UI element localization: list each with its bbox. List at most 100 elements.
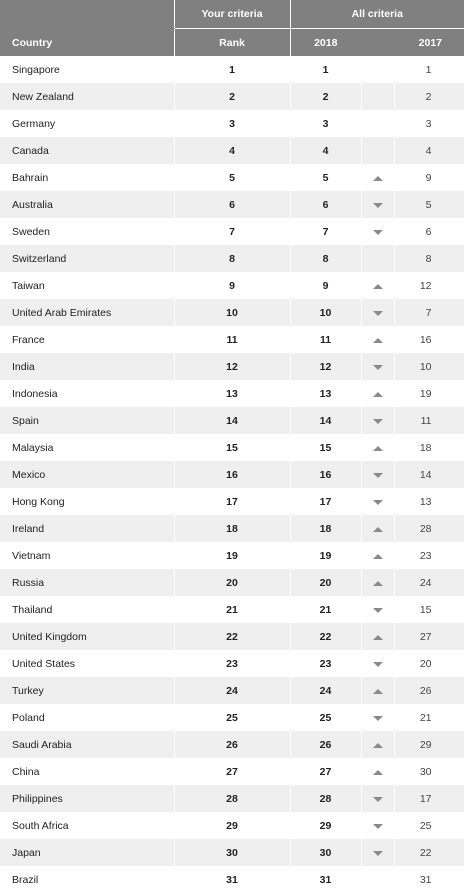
table-row: Poland 25 25 21	[0, 704, 464, 731]
rank-2018-cell: 12	[290, 353, 362, 380]
trend-cell	[361, 434, 395, 461]
trend-down-icon	[372, 715, 383, 721]
rank-cell: 8	[174, 245, 291, 272]
rank-2018-cell: 10	[290, 299, 362, 326]
trend-cell	[361, 461, 395, 488]
trend-up-icon	[372, 769, 383, 775]
rank-2017-cell: 24	[394, 569, 464, 596]
table-row: United Kingdom 22 22 27	[0, 623, 464, 650]
trend-cell	[361, 488, 395, 515]
rank-2017-cell: 20	[394, 650, 464, 677]
table-row: Australia 6 6 5	[0, 191, 464, 218]
table-row: Russia 20 20 24	[0, 569, 464, 596]
country-cell: Malaysia	[0, 434, 175, 461]
rank-2018-cell: 23	[290, 650, 362, 677]
rank-2017-cell: 15	[394, 596, 464, 623]
trend-cell	[361, 380, 395, 407]
rank-2018-cell: 30	[290, 839, 362, 866]
trend-down-icon	[372, 499, 383, 505]
trend-down-icon	[372, 850, 383, 856]
table-row: Germany 3 3 3	[0, 110, 464, 137]
rank-2017-cell: 2	[394, 83, 464, 110]
rank-cell: 22	[174, 623, 291, 650]
trend-cell	[361, 515, 395, 542]
rank-2017-cell: 29	[394, 731, 464, 758]
country-cell: New Zealand	[0, 83, 175, 110]
table-row: Taiwan 9 9 12	[0, 272, 464, 299]
trend-cell	[361, 272, 395, 299]
trend-cell	[361, 542, 395, 569]
column-header-rank[interactable]: Rank	[173, 28, 290, 56]
rank-2018-cell: 2	[290, 83, 362, 110]
rank-2017-cell: 8	[394, 245, 464, 272]
rank-cell: 1	[174, 56, 291, 83]
rank-2018-cell: 26	[290, 731, 362, 758]
trend-down-icon	[372, 364, 383, 370]
trend-up-icon	[372, 580, 383, 586]
column-header-country[interactable]: Country	[0, 28, 174, 56]
rank-cell: 26	[174, 731, 291, 758]
country-cell: Turkey	[0, 677, 175, 704]
table-row: Vietnam 19 19 23	[0, 542, 464, 569]
trend-up-icon	[372, 688, 383, 694]
trend-up-icon	[372, 553, 383, 559]
rank-2017-cell: 6	[394, 218, 464, 245]
table-row: Singapore 1 1 1	[0, 56, 464, 83]
country-cell: Bahrain	[0, 164, 175, 191]
rank-cell: 21	[174, 596, 291, 623]
trend-cell	[361, 677, 395, 704]
country-cell: Canada	[0, 137, 175, 164]
rank-2018-cell: 28	[290, 785, 362, 812]
rank-2017-cell: 12	[394, 272, 464, 299]
table-row: Hong Kong 17 17 13	[0, 488, 464, 515]
rank-cell: 5	[174, 164, 291, 191]
rank-2018-cell: 19	[290, 542, 362, 569]
rank-2017-cell: 19	[394, 380, 464, 407]
table-row: Brazil 31 31 31	[0, 866, 464, 893]
trend-cell	[361, 866, 395, 893]
header-all-criteria: All criteria	[289, 0, 464, 29]
rank-2018-cell: 31	[290, 866, 362, 893]
trend-cell	[361, 785, 395, 812]
rank-2018-cell: 22	[290, 623, 362, 650]
table-row: Mexico 16 16 14	[0, 461, 464, 488]
trend-cell	[361, 110, 395, 137]
rank-cell: 12	[174, 353, 291, 380]
rank-2018-cell: 4	[290, 137, 362, 164]
rank-2018-cell: 24	[290, 677, 362, 704]
header-your-criteria: Your criteria	[173, 0, 290, 29]
rank-2018-cell: 11	[290, 326, 362, 353]
column-header-2017[interactable]: 2017	[361, 28, 464, 56]
rank-2017-cell: 5	[394, 191, 464, 218]
column-header-2018[interactable]: 2018	[289, 28, 361, 56]
country-cell: China	[0, 758, 175, 785]
rank-2017-cell: 4	[394, 137, 464, 164]
table-row: China 27 27 30	[0, 758, 464, 785]
rank-cell: 2	[174, 83, 291, 110]
rank-2018-cell: 16	[290, 461, 362, 488]
trend-cell	[361, 569, 395, 596]
table-row: Thailand 21 21 15	[0, 596, 464, 623]
trend-up-icon	[372, 391, 383, 397]
country-cell: Taiwan	[0, 272, 175, 299]
trend-cell	[361, 56, 395, 83]
trend-down-icon	[372, 418, 383, 424]
country-cell: Ireland	[0, 515, 175, 542]
trend-down-icon	[372, 202, 383, 208]
rank-2018-cell: 8	[290, 245, 362, 272]
table-row: Saudi Arabia 26 26 29	[0, 731, 464, 758]
trend-cell	[361, 137, 395, 164]
rank-2018-cell: 3	[290, 110, 362, 137]
trend-cell	[361, 164, 395, 191]
table-row: Malaysia 15 15 18	[0, 434, 464, 461]
trend-cell	[361, 218, 395, 245]
rank-2017-cell: 26	[394, 677, 464, 704]
country-cell: Vietnam	[0, 542, 175, 569]
country-cell: Germany	[0, 110, 175, 137]
rank-cell: 20	[174, 569, 291, 596]
trend-down-icon	[372, 661, 383, 667]
table-row: South Africa 29 29 25	[0, 812, 464, 839]
rank-2017-cell: 22	[394, 839, 464, 866]
rank-cell: 9	[174, 272, 291, 299]
rank-2017-cell: 27	[394, 623, 464, 650]
